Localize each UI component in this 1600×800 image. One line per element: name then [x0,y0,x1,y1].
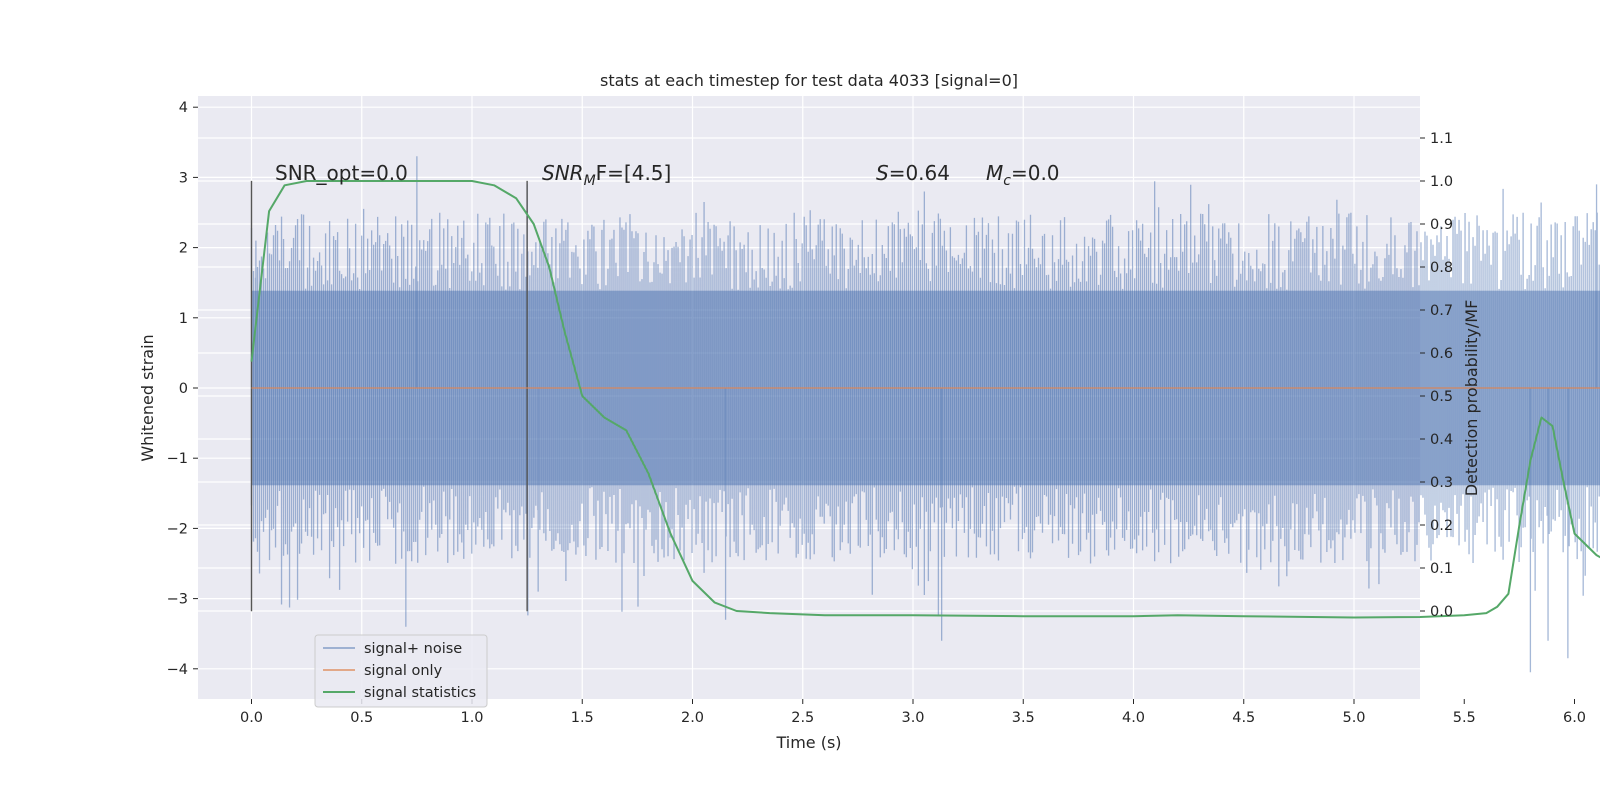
y-tick-label-right: 0.6 [1430,346,1453,362]
x-tick-label: 3.0 [901,710,924,726]
x-tick-label: 2.0 [681,710,704,726]
annotation-mc-sub: c [1003,173,1011,189]
y-axis-label-right: Detection probability/MF [1462,300,1481,497]
y-tick-label-right: 0.1 [1430,561,1453,577]
x-tick-label: 0.5 [350,710,373,726]
ticks: 0.00.51.01.52.02.53.03.54.04.55.05.56.06… [167,100,1586,726]
y-tick-label-right: 0.9 [1430,217,1453,233]
annotation-snr-mf-main: SNR [542,161,584,185]
y-tick-label-right: 0.7 [1430,303,1453,319]
x-tick-label: 6.0 [1563,710,1586,726]
y-axis-label: Whitened strain [138,334,157,461]
x-tick-label: 4.0 [1122,710,1145,726]
x-tick-label: 0.0 [240,710,263,726]
annotation-s-symbol: S [876,161,889,185]
y-tick-label-right: 0.0 [1430,604,1453,620]
x-tick-label: 5.5 [1453,710,1476,726]
annotation-snr-mf-sub: M [584,173,596,189]
series-signal-statistics [250,180,1600,619]
y-tick-label: 1 [179,311,188,327]
annotation-snr-mf: SNRMF=[4.5] [542,161,671,189]
y-tick-label: −4 [167,662,188,678]
y-tick-label: 0 [179,381,188,397]
annotation-snr-mf-rest: F=[4.5] [596,161,672,185]
y-tick-label-right: 0.5 [1430,389,1453,405]
legend-label-signal-only: signal only [364,663,443,679]
x-tick-label: 2.5 [791,710,814,726]
x-tick-label: 4.5 [1232,710,1255,726]
y-tick-label: −1 [167,451,188,467]
legend-label-signal-statistics: signal statistics [364,685,476,701]
y-tick-label: 3 [179,170,188,186]
annotation-mc-symbol: M [986,161,1003,185]
y-tick-label-right: 1.1 [1430,131,1453,147]
y-tick-label-right: 0.4 [1430,432,1453,448]
y-tick-label-right: 0.2 [1430,518,1453,534]
y-tick-label: −3 [167,592,188,608]
annotation-s-value: =0.64 [889,161,950,185]
annotation-mc: Mc=0.0 [986,161,1060,189]
series [250,180,1600,619]
y-tick-label: 4 [179,100,188,116]
y-tick-label: −2 [167,521,188,537]
chart-title: stats at each timestep for test data 403… [600,71,1018,90]
legend: signal+ noise signal only signal statist… [314,634,488,708]
x-tick-label: 3.5 [1012,710,1035,726]
y-tick-label-right: 0.8 [1430,260,1453,276]
annotation-snr-opt: SNR_opt=0.0 [275,161,408,185]
y-tick-label: 2 [179,241,188,257]
annotation-mc-value: =0.0 [1011,161,1060,185]
x-tick-label: 1.5 [571,710,594,726]
y-tick-label-right: 1.0 [1430,174,1453,190]
annotation-s: S=0.64 [876,161,950,185]
x-tick-label: 5.0 [1342,710,1365,726]
x-tick-label: 1.0 [460,710,483,726]
y-tick-label-right: 0.3 [1430,475,1453,491]
legend-label-noise: signal+ noise [364,641,462,657]
x-axis-label: Time (s) [775,733,841,752]
legend-box [314,634,488,708]
